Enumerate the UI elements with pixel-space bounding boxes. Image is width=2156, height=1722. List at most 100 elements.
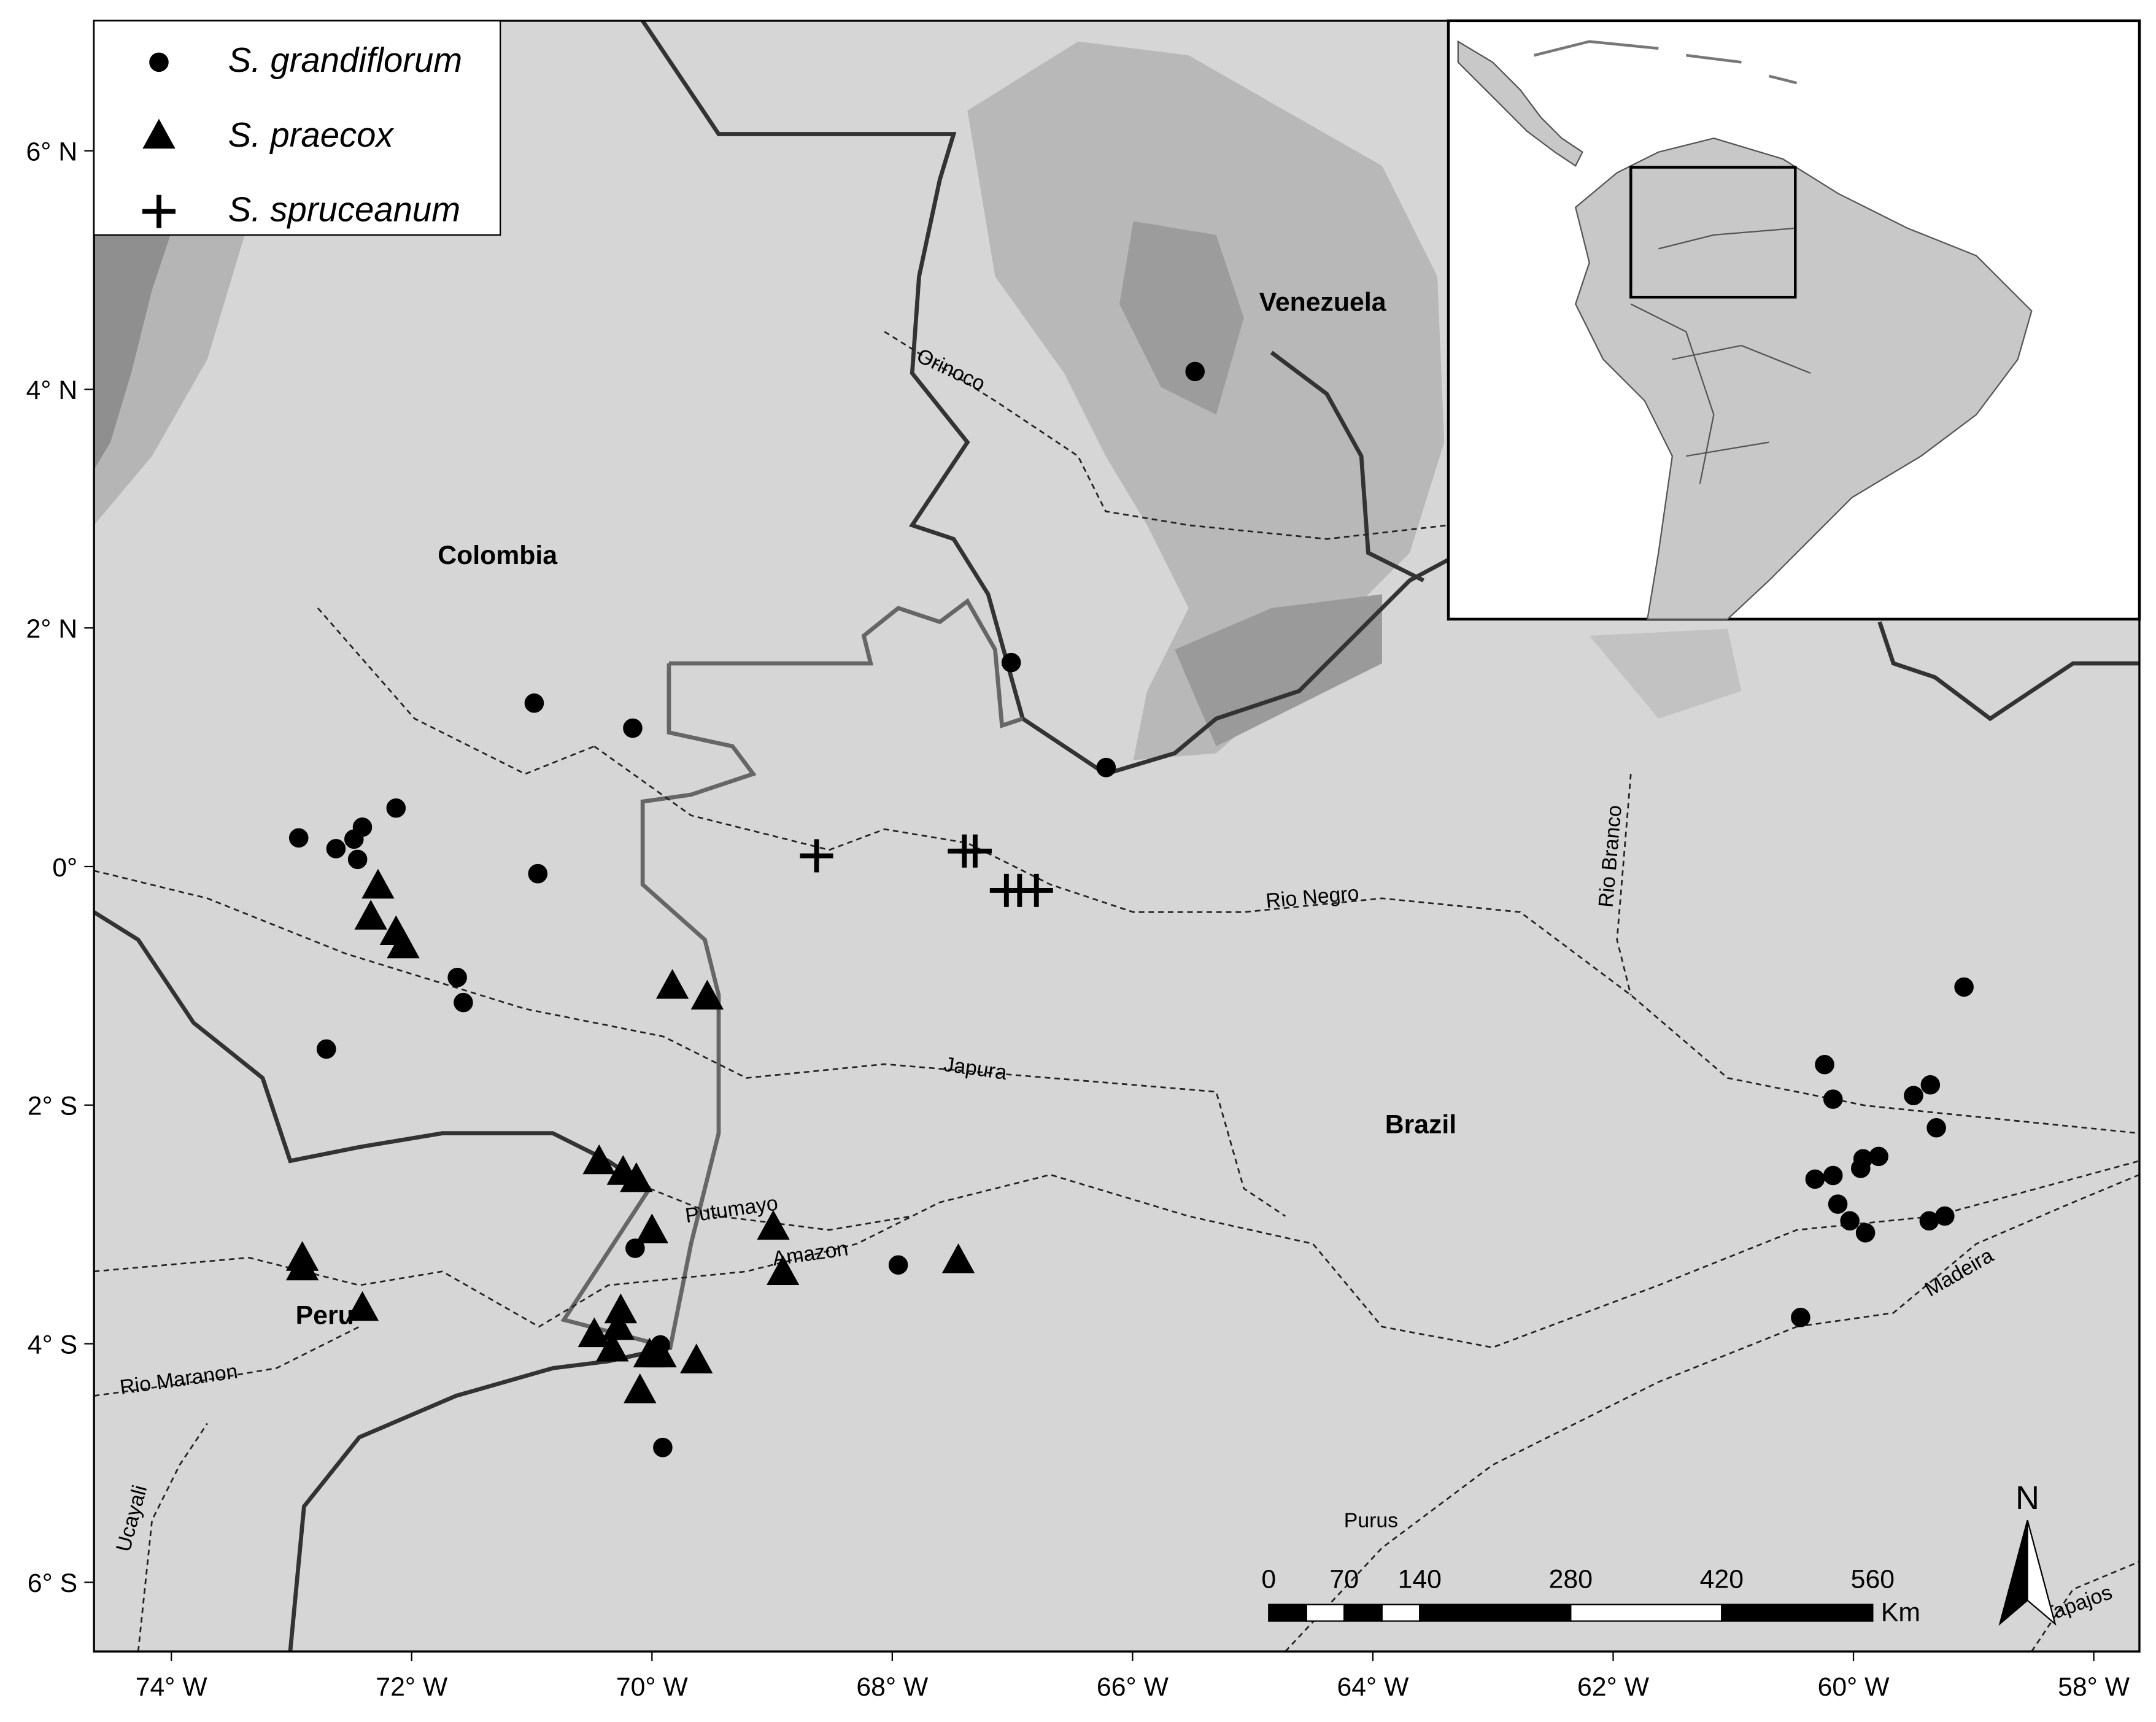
river <box>884 331 1449 540</box>
point-circle <box>1926 1118 1946 1138</box>
river <box>1796 1173 2140 1328</box>
legend-label: S. grandiflorum <box>228 41 463 79</box>
point-circle <box>1935 1206 1955 1226</box>
legend-marker <box>142 118 176 149</box>
point-circle <box>623 718 643 738</box>
point-circle <box>1823 1165 1843 1186</box>
point-circle <box>1920 1075 1941 1095</box>
legend-label: S. spruceanum <box>228 190 461 228</box>
y-tick-label: 6° S <box>28 1569 77 1598</box>
point-circle <box>344 829 364 849</box>
y-tick-label: 6° N <box>26 137 77 166</box>
point-triangle <box>361 868 395 899</box>
x-tick-label: 70° W <box>616 1672 689 1702</box>
point-circle <box>447 968 467 987</box>
point-circle <box>1954 977 1974 997</box>
point-circle <box>528 863 548 884</box>
scale-bar-segment <box>1381 1604 1421 1622</box>
legend-marker <box>149 52 169 72</box>
point-triangle <box>635 1213 668 1243</box>
point-triangle <box>578 1317 611 1348</box>
inset-borders <box>1630 227 1811 484</box>
x-tick-label: 72° W <box>376 1672 448 1702</box>
inset-extent-box <box>1629 166 1797 299</box>
point-plus <box>1019 873 1053 907</box>
scale-bar-label: 420 <box>1700 1565 1744 1594</box>
point-triangle <box>601 1310 635 1340</box>
point-circle <box>888 1255 908 1275</box>
point-circle <box>1815 1054 1834 1075</box>
x-tick-label: 64° W <box>1337 1672 1409 1702</box>
country-label: Brazil <box>1385 1110 1456 1140</box>
river <box>593 745 2140 1134</box>
scale-bar-segment <box>1343 1604 1383 1622</box>
legend: S. grandiflorum S. praecox S. spruceanum <box>93 20 501 236</box>
border <box>641 19 1107 776</box>
river <box>93 870 1286 1217</box>
scale-bar-label: 140 <box>1398 1565 1442 1594</box>
scale-bar-segment <box>1570 1604 1723 1622</box>
country-label: Venezuela <box>1259 288 1387 317</box>
scale-bar-label: 280 <box>1549 1565 1593 1594</box>
x-tick-label: 66° W <box>1097 1672 1169 1702</box>
point-plus <box>958 834 992 868</box>
point-circle <box>316 1039 336 1059</box>
inset-map <box>1447 19 2141 621</box>
point-circle <box>1096 757 1116 778</box>
point-triangle <box>596 1331 629 1362</box>
border <box>560 663 757 1350</box>
point-circle <box>386 798 406 818</box>
point-triangle <box>387 928 420 959</box>
x-tick-label: 60° W <box>1818 1672 1890 1702</box>
points <box>285 361 1974 1458</box>
central-america <box>1457 40 1583 167</box>
y-tick-label: 2° S <box>28 1092 77 1121</box>
river-label: Purus <box>1344 1508 1398 1532</box>
point-triangle <box>582 1144 616 1175</box>
point-circle <box>326 839 346 859</box>
legend-label: S. praecox <box>228 115 395 154</box>
point-circle <box>454 992 473 1013</box>
scale-bar-segment <box>1268 1604 1307 1622</box>
scale-bar-label: 560 <box>1851 1565 1895 1594</box>
point-plus <box>800 839 833 873</box>
point-circle <box>288 828 309 848</box>
point-triangle <box>680 1343 713 1373</box>
y-tick-label: 2° N <box>26 614 77 644</box>
river <box>1616 774 1632 995</box>
point-circle <box>653 1437 673 1458</box>
border <box>1105 558 1450 776</box>
point-circle <box>1855 1223 1876 1243</box>
caribbean-islands <box>1534 40 1798 85</box>
scale-bar-segment <box>1721 1604 1874 1622</box>
point-triangle <box>624 1373 657 1403</box>
border <box>668 598 1024 728</box>
river <box>93 1326 360 1397</box>
x-tick-label: 62° W <box>1577 1672 1650 1702</box>
border <box>93 910 651 1191</box>
point-circle <box>1904 1086 1923 1106</box>
point-triangle <box>767 1255 800 1286</box>
point-triangle <box>346 1291 379 1321</box>
highland-peak <box>1119 221 1244 415</box>
point-triangle <box>285 1250 319 1281</box>
scale-bar-label: 70 <box>1329 1565 1359 1594</box>
y-tick-label: 4° N <box>26 376 77 405</box>
point-triangle <box>941 1243 975 1273</box>
point-triangle <box>655 969 689 999</box>
map-frame <box>93 20 2141 1653</box>
scale-bar-segment <box>1305 1604 1345 1622</box>
point-circle <box>1840 1211 1860 1231</box>
point-circle <box>1851 1159 1871 1178</box>
point-triangle <box>690 979 724 1010</box>
point-circle <box>625 1238 645 1258</box>
border <box>1877 621 2139 722</box>
point-triangle <box>644 1337 677 1368</box>
river <box>94 1160 2140 1349</box>
x-tick-label: 74° W <box>136 1672 208 1702</box>
point-circle <box>347 849 368 870</box>
x-tick-label: 58° W <box>2058 1672 2130 1702</box>
north-label: N <box>2015 1480 2039 1516</box>
scale-bar-unit: Km <box>1881 1598 1920 1627</box>
